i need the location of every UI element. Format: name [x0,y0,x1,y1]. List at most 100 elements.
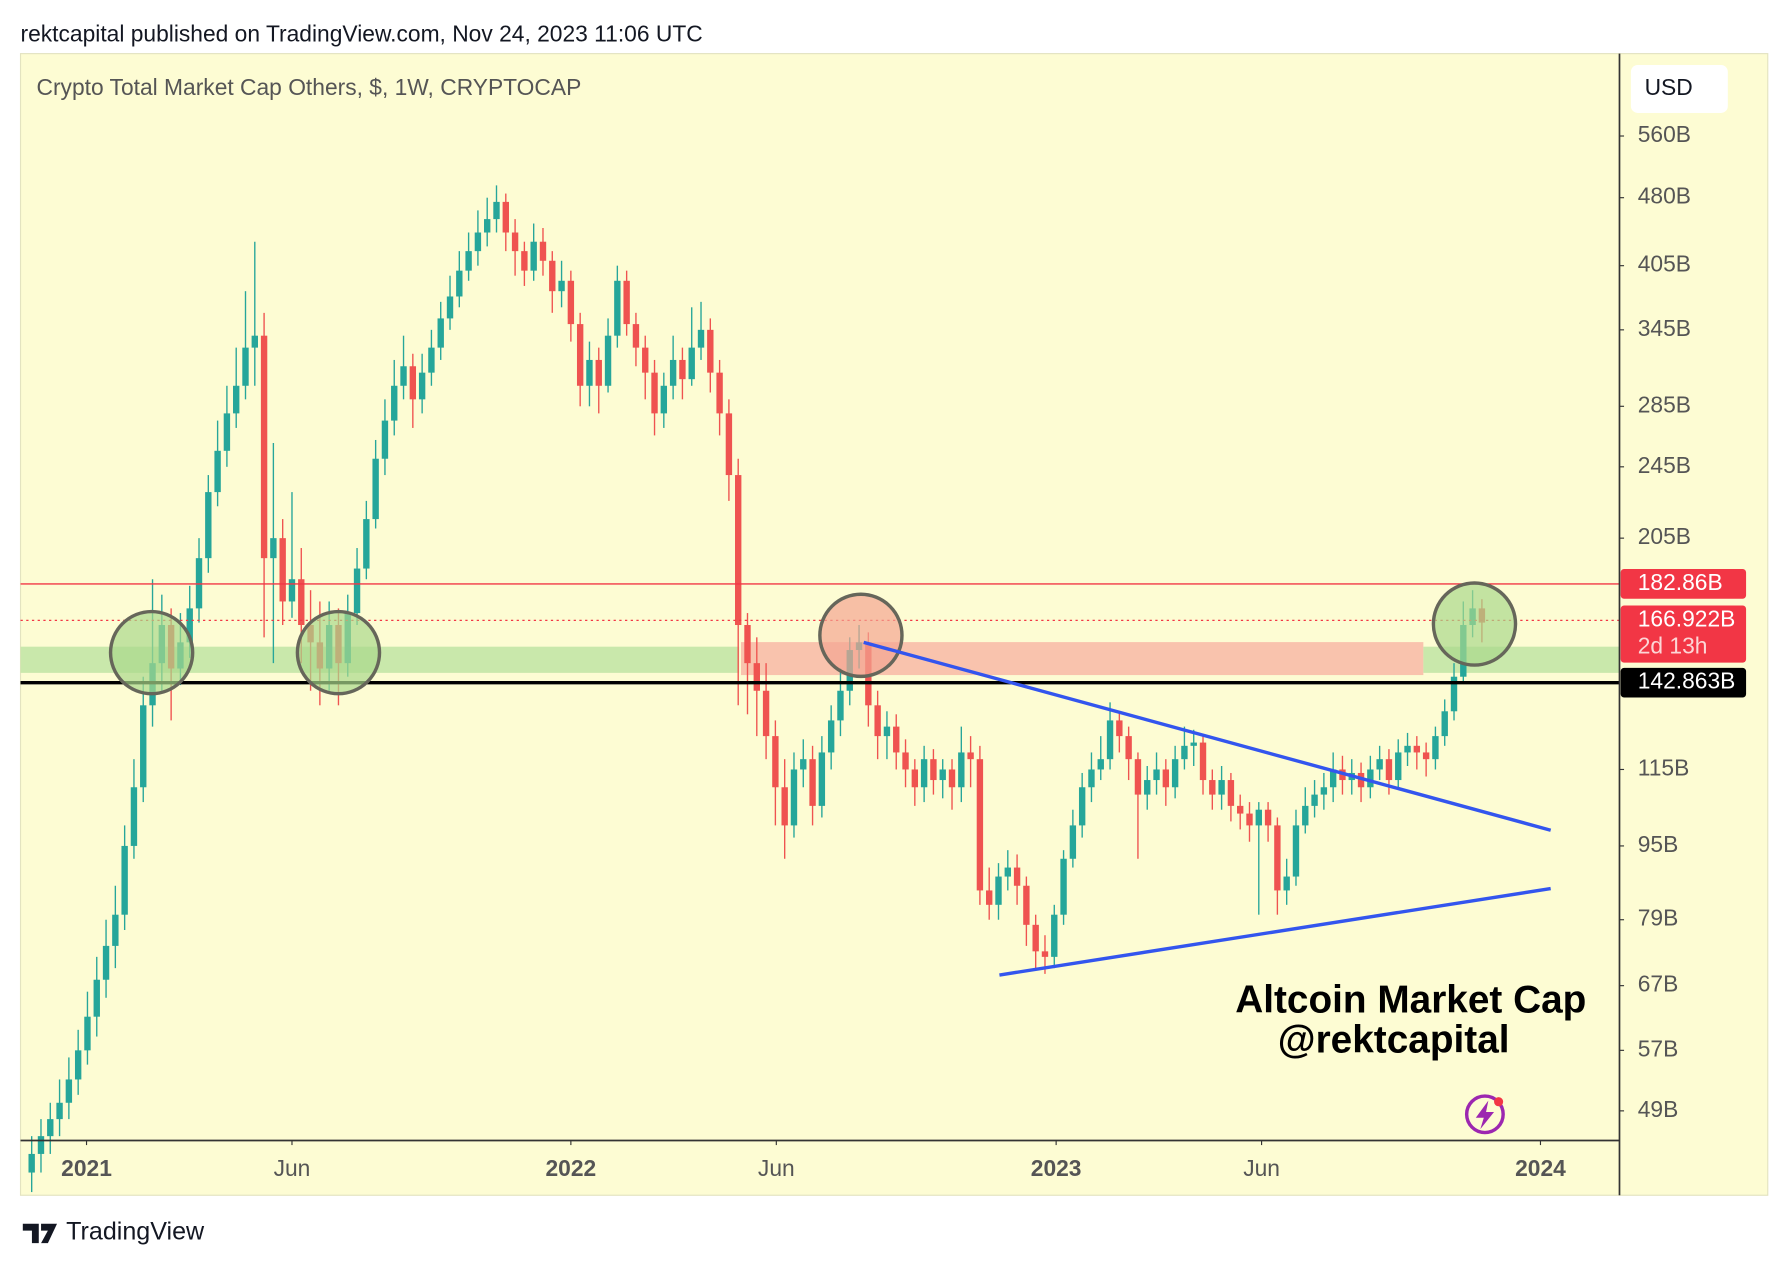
candle-body [47,1119,54,1137]
candle-body [288,579,296,602]
candle-body [260,335,268,559]
candle-body [418,372,426,400]
candle-body [130,787,138,846]
candle-body [1367,769,1374,788]
annotation-title: Altcoin Market Cap [1235,979,1586,1022]
candle-body [1190,742,1197,746]
candle-body [995,876,1002,905]
candle-body [1078,787,1086,826]
candle-body [893,726,900,753]
y-tick-label: 115B [1638,754,1690,780]
candle-body [233,385,240,414]
y-tick-label: 285B [1638,391,1691,417]
candle-body [242,347,249,386]
candle-body [1181,745,1188,760]
tradingview-logo [22,1223,58,1244]
x-tick-label: 2021 [61,1155,112,1181]
candle-body [1069,825,1077,859]
candle-body [37,1136,45,1154]
candle-body [381,420,389,459]
candle-body [1051,914,1058,957]
candle-body [84,1016,91,1051]
candle-body [1237,805,1244,814]
countdown-label: 2d 13h [1638,633,1708,659]
candle-body [298,579,305,626]
y-tick-label: 205B [1638,523,1691,549]
price-level-label: 182.86B [1638,569,1723,595]
highlight-circle [295,609,382,696]
x-tick-label: Jun [274,1155,311,1181]
candle-body [521,251,528,271]
publish-header: rektcapital published on TradingView.com… [21,20,703,46]
candle-body [1116,720,1123,737]
chart-title: Crypto Total Market Cap Others, $, 1W, C… [36,74,581,100]
highlight-circle [108,609,195,696]
candle-body [735,475,742,626]
candle-body [400,366,407,386]
candle-body [1422,752,1430,760]
candle-body [1441,711,1448,737]
candle-body [1153,769,1160,781]
x-tick-label: 2024 [1515,1155,1566,1181]
highlight-circle [818,592,904,679]
y-tick-label: 245B [1638,452,1691,478]
candle-body [1004,867,1011,877]
candle-body [679,359,686,380]
candle-body [920,759,928,788]
x-tick-label: Jun [758,1155,795,1181]
annotation-handle: @rektcapital [1278,1019,1510,1062]
candle-body [809,759,816,806]
candle-body [874,705,881,737]
highlight-circle [1431,581,1518,667]
candle-body [725,413,733,476]
y-tick-label: 345B [1638,315,1691,341]
candle-body [363,519,370,569]
price-level-label: 142.863B [1638,668,1736,694]
candle-body [781,787,788,826]
candle-body [688,347,695,380]
candle-body [270,538,277,559]
candle-body [205,492,212,559]
candle-body [56,1102,63,1120]
candle-body [214,450,221,493]
candle-body [1320,787,1328,795]
y-tick-label: 57B [1638,1035,1679,1061]
candle-body [502,201,509,233]
candle-body [1329,769,1337,788]
candle-body [790,769,798,826]
candle-body [353,568,361,614]
candle-body [642,347,649,373]
y-tick-label: 95B [1638,831,1679,857]
candle-body [474,232,482,252]
candle-body [1032,924,1039,952]
candle-body [576,324,584,386]
candle-body [446,296,454,319]
candle-body [1311,794,1318,806]
trendline [999,886,1551,977]
price-level-box [1620,569,1747,599]
candle-body [753,663,760,691]
candle-body [1088,769,1095,788]
candle-body [1404,745,1411,753]
footer-brand: TradingView [66,1218,205,1246]
candle-body [986,890,993,905]
candle-body [1450,676,1458,712]
candle-body [1023,885,1030,925]
x-tick-label: 2022 [546,1155,597,1181]
candle-body [651,372,658,414]
candle-body [1134,759,1142,795]
candle-body [902,752,909,770]
candle-body [623,280,630,325]
candle-body [428,347,435,373]
candle-body [549,260,556,292]
candle-body [595,359,602,386]
candle-body [102,945,110,980]
candle-body [1274,825,1281,891]
candle-body [1041,951,1049,957]
candle-body [939,769,946,781]
y-tick-label: 67B [1638,971,1679,997]
candle-body [1395,752,1402,781]
candle-body [511,232,519,252]
